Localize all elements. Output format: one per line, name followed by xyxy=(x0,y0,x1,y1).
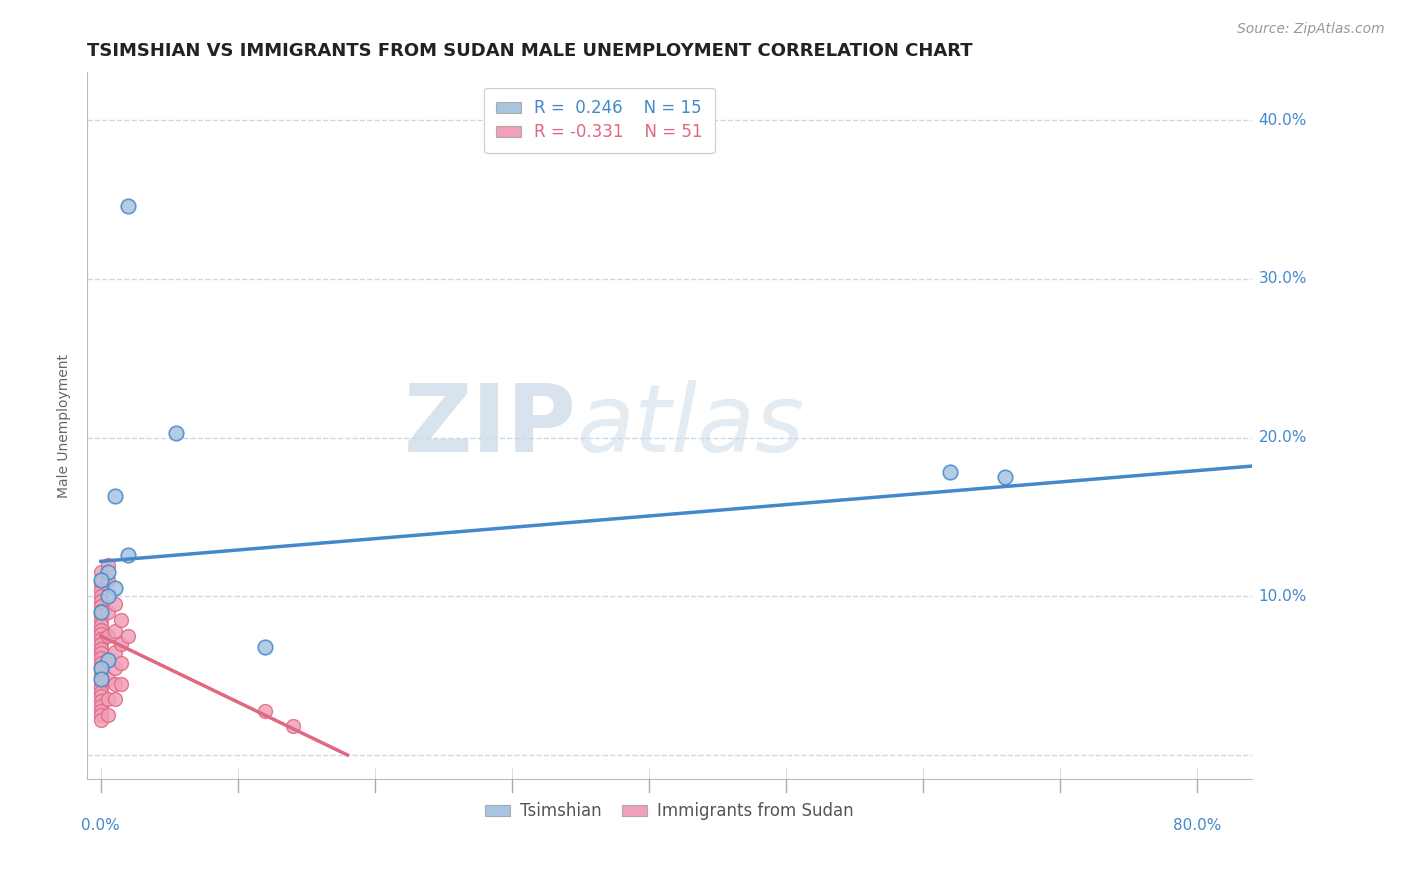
Text: 10.0%: 10.0% xyxy=(1258,589,1308,604)
Point xyxy=(90,670,112,684)
Text: 20.0%: 20.0% xyxy=(1258,430,1308,445)
Point xyxy=(103,624,125,639)
Point xyxy=(97,605,120,619)
Text: 80.0%: 80.0% xyxy=(1173,819,1222,833)
Text: 40.0%: 40.0% xyxy=(1258,112,1308,128)
Point xyxy=(97,629,120,643)
Point xyxy=(254,704,277,718)
Point xyxy=(90,698,112,713)
Text: 30.0%: 30.0% xyxy=(1258,271,1308,286)
Point xyxy=(90,651,112,665)
Point xyxy=(281,719,304,733)
Point xyxy=(97,708,120,723)
Point xyxy=(103,661,125,675)
Point xyxy=(165,425,187,440)
Point xyxy=(90,690,112,704)
Text: 0.0%: 0.0% xyxy=(82,819,121,833)
Point xyxy=(90,608,112,623)
Point xyxy=(117,199,139,213)
Point xyxy=(90,647,112,661)
Point xyxy=(90,708,112,723)
Point xyxy=(103,645,125,659)
Legend: Tsimshian, Immigrants from Sudan: Tsimshian, Immigrants from Sudan xyxy=(478,796,860,827)
Point xyxy=(90,632,112,647)
Point xyxy=(90,637,112,651)
Point xyxy=(90,672,112,686)
Text: atlas: atlas xyxy=(576,380,804,471)
Point xyxy=(103,676,125,690)
Point xyxy=(90,680,112,694)
Point xyxy=(117,629,139,643)
Text: ZIP: ZIP xyxy=(404,380,576,472)
Point xyxy=(103,597,125,611)
Point xyxy=(97,589,120,603)
Point xyxy=(97,692,120,706)
Point xyxy=(90,603,112,617)
Point xyxy=(90,623,112,637)
Point xyxy=(97,672,120,686)
Point xyxy=(90,675,112,690)
Point xyxy=(97,653,120,667)
Point xyxy=(90,641,112,656)
Point xyxy=(90,574,112,588)
Point xyxy=(90,704,112,718)
Text: TSIMSHIAN VS IMMIGRANTS FROM SUDAN MALE UNEMPLOYMENT CORRELATION CHART: TSIMSHIAN VS IMMIGRANTS FROM SUDAN MALE … xyxy=(87,42,973,60)
Point xyxy=(254,640,277,654)
Point xyxy=(994,470,1017,484)
Point xyxy=(90,627,112,641)
Point xyxy=(90,582,112,597)
Point xyxy=(110,613,132,627)
Point xyxy=(90,605,112,619)
Point xyxy=(97,574,120,588)
Point xyxy=(110,637,132,651)
Point xyxy=(90,713,112,727)
Point xyxy=(110,676,132,690)
Point xyxy=(90,589,112,603)
Point xyxy=(117,548,139,562)
Point xyxy=(90,661,112,675)
Point xyxy=(90,684,112,698)
Point xyxy=(90,599,112,613)
Point xyxy=(90,613,112,627)
Point xyxy=(90,656,112,670)
Point xyxy=(103,692,125,706)
Point xyxy=(90,661,112,675)
Point xyxy=(110,656,132,670)
Text: Source: ZipAtlas.com: Source: ZipAtlas.com xyxy=(1237,22,1385,37)
Point xyxy=(90,694,112,708)
Point xyxy=(97,566,120,580)
Point xyxy=(97,653,120,667)
Y-axis label: Male Unemployment: Male Unemployment xyxy=(58,353,72,498)
Point xyxy=(939,466,962,480)
Point xyxy=(90,617,112,632)
Point xyxy=(103,582,125,596)
Point xyxy=(103,489,125,503)
Point xyxy=(90,566,112,580)
Point xyxy=(90,665,112,680)
Point xyxy=(97,558,120,572)
Point xyxy=(90,576,112,591)
Point xyxy=(90,594,112,608)
